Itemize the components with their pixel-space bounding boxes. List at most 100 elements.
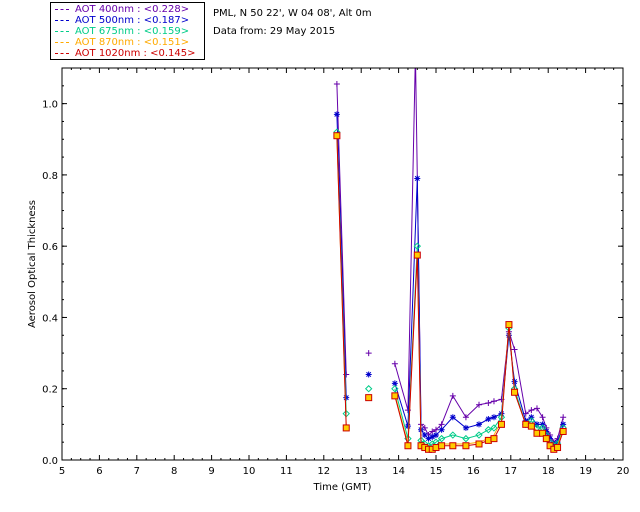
legend-entry-675nm: AOT 675nm : <0.159>: [55, 26, 189, 37]
data-point: [449, 392, 456, 399]
data-point: [462, 442, 470, 450]
data-point: [484, 436, 492, 444]
series-4: [333, 132, 567, 453]
data-point: [404, 423, 411, 430]
x-tick-label: 12: [317, 466, 330, 477]
data-point: [413, 251, 421, 259]
data-point: [433, 432, 439, 439]
data-point: [462, 414, 469, 421]
data-point: [560, 414, 567, 421]
series-line: [336, 68, 564, 444]
data-point: [438, 426, 445, 433]
data-point: [475, 440, 483, 448]
data-point: [437, 434, 446, 443]
data-point: [333, 111, 340, 118]
data-point: [546, 442, 554, 450]
y-tick-label: 0.6: [42, 242, 58, 253]
x-tick-label: 20: [617, 466, 630, 477]
y-axis-label: Aerosol Optical Thickness: [27, 200, 38, 328]
x-tick-label: 9: [208, 466, 214, 477]
data-point: [343, 394, 350, 401]
data-point: [528, 407, 535, 414]
legend-entry-400nm: AOT 400nm : <0.228>: [55, 4, 189, 15]
y-tick-label: 0.4: [42, 313, 58, 324]
data-point: [425, 435, 432, 442]
legend-label-500nm: AOT 500nm : <0.187>: [75, 15, 190, 26]
legend-label-675nm: AOT 675nm : <0.159>: [75, 26, 190, 37]
x-tick-label: 6: [96, 466, 102, 477]
data-point: [429, 433, 436, 440]
data-point: [554, 439, 561, 446]
data-point: [485, 416, 492, 423]
legend-swatch-870nm: [55, 41, 69, 43]
data-point: [364, 385, 373, 393]
data-point: [511, 346, 518, 353]
data-point: [539, 429, 547, 437]
data-point: [462, 434, 470, 443]
data-point: [476, 421, 483, 428]
data-point: [404, 442, 412, 450]
x-tick-label: 13: [355, 466, 368, 477]
series-layer: [333, 51, 567, 453]
legend-swatch-400nm: [55, 8, 69, 10]
data-point: [391, 380, 398, 387]
data-point: [432, 444, 440, 452]
axis-layer: 5 6 7 8 9 10 11 12 13 14 15 16 17 18 19 20 0.0 0.2 0.4 0.6 0…: [27, 67, 630, 493]
data-point: [490, 435, 498, 443]
data-point: [476, 401, 483, 408]
data-point: [342, 424, 350, 432]
y-tick-label: 0.2: [42, 385, 58, 396]
legend-swatch-1020nm: [55, 52, 69, 54]
data-point: [539, 414, 546, 421]
data-point: [449, 442, 457, 450]
y-tick-label: 0.0: [42, 456, 58, 467]
data-point: [475, 431, 483, 439]
data-point: [485, 399, 492, 406]
legend-label-1020nm: AOT 1020nm : <0.145>: [75, 48, 196, 59]
data-point: [449, 431, 457, 439]
data-point: [365, 371, 372, 378]
data-point: [365, 350, 372, 357]
x-tick-label: 17: [504, 466, 517, 477]
data-point: [559, 427, 567, 435]
x-tick-label: 7: [134, 466, 140, 477]
data-point: [490, 398, 497, 405]
data-point: [505, 332, 512, 339]
data-point: [333, 81, 340, 88]
legend-entry-500nm: AOT 500nm : <0.187>: [55, 15, 189, 26]
data-point: [462, 424, 469, 431]
data-point: [412, 51, 418, 57]
data-point: [391, 392, 399, 400]
x-tick-label: 18: [542, 466, 555, 477]
station-info: PML, N 50 22', W 04 08', Alt 0m: [213, 8, 372, 19]
data-point: [429, 428, 436, 435]
x-tick-label: 19: [579, 466, 592, 477]
y-tick-label: 0.8: [42, 171, 58, 182]
data-point: [421, 432, 428, 439]
data-point: [438, 442, 446, 450]
data-point: [527, 422, 535, 430]
data-point: [511, 388, 519, 396]
data-point: [497, 420, 505, 428]
x-tick-label: 10: [243, 466, 256, 477]
legend-swatch-500nm: [55, 19, 69, 21]
y-tick-label: 1.0: [42, 100, 58, 111]
data-point: [391, 360, 398, 367]
data-point: [490, 414, 497, 421]
data-point: [433, 426, 439, 433]
data-point: [511, 378, 518, 385]
data-point: [505, 321, 513, 329]
legend-swatch-675nm: [55, 30, 69, 32]
legend-entry-870nm: AOT 870nm : <0.151>: [55, 37, 189, 48]
data-point: [391, 385, 399, 393]
data-point: [522, 420, 530, 428]
x-tick-label: 8: [171, 466, 177, 477]
data-point: [542, 435, 550, 443]
x-tick-label: 14: [392, 466, 405, 477]
legend: AOT 400nm : <0.228> AOT 500nm : <0.187> …: [50, 2, 205, 60]
data-point: [554, 444, 562, 452]
data-point: [365, 394, 373, 402]
x-tick-label: 15: [430, 466, 443, 477]
data-point: [414, 175, 421, 182]
